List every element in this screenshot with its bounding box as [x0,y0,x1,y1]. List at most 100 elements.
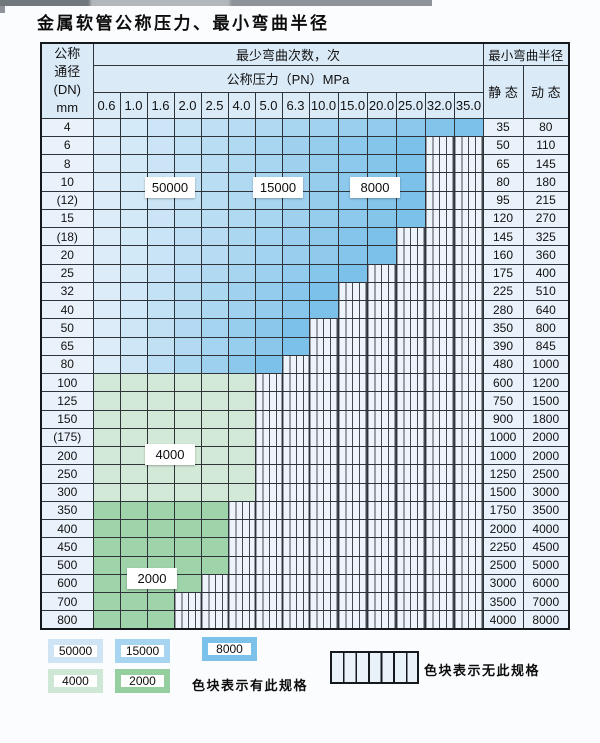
pressure-cell [366,245,397,265]
dn-header-line: 通径 [54,63,81,79]
dynamic-value-cell: 270 [522,208,570,229]
pressure-cell [366,409,397,429]
dynamic-value-cell: 215 [522,190,570,210]
pressure-col-header: 2.5 [200,91,229,119]
dynamic-value-cell: 800 [522,318,570,338]
pressure-cell [119,245,148,265]
pressure-cell [227,610,256,630]
pressure-cell [173,555,202,575]
pressure-cell [453,172,484,192]
pressure-cell [119,190,148,210]
pressure-cell [395,464,426,484]
pressure-cell [366,372,397,393]
pressure-col-header: 15.0 [337,91,368,119]
pressure-cell [92,153,121,174]
pressure-cell [200,409,229,429]
pressure-cell [308,117,339,137]
pressure-cell [308,226,339,247]
dynamic-value-cell: 4000 [522,518,570,539]
pressure-cell [200,226,229,247]
table-row: 800 4000 8000 [40,610,570,630]
static-value-cell: 350 [482,318,524,338]
pressure-cell [119,591,148,612]
dynamic-value-cell: 2000 [522,427,570,448]
cycles-overlay-label: 8000 [350,177,400,198]
dn-cell: (12) [40,190,94,210]
legend-swatch-4000: 4000 [48,669,103,693]
pressure-cell [173,391,202,411]
pressure-cell [424,318,455,338]
pressure-cell [366,555,397,575]
pressure-cell [453,591,484,612]
pressure-cell [227,518,256,539]
pressure-cell [173,482,202,502]
scan-edge-bar [0,0,432,6]
cycles-header-cell: 最少弯曲次数，次 [92,42,484,66]
pressure-cell [424,445,455,466]
dn-cell: 8 [40,153,94,174]
pressure-cell [254,555,283,575]
pressure-cell [227,445,256,466]
pressure-cell [92,409,121,429]
table-row: 8 65 145 [40,153,570,174]
pressure-cell [146,354,175,375]
pressure-col-header: 4.0 [227,91,256,119]
pressure-cell [395,610,426,630]
pressure-cell [119,464,148,484]
dynamic-value-cell: 8000 [522,610,570,630]
pressure-cell [92,172,121,192]
pressure-cell [173,591,202,612]
pressure-cell [424,555,455,575]
pressure-cell [119,281,148,302]
pressure-cell [424,427,455,448]
static-value-cell: 95 [482,190,524,210]
pressure-cell [200,427,229,448]
pressure-cell [395,263,426,283]
dn-cell: 4 [40,117,94,137]
pressure-cell [92,117,121,137]
pressure-cell [281,263,310,283]
pressure-cell [337,573,368,594]
pressure-cell [173,409,202,429]
pressure-cell [92,208,121,229]
pressure-cell [453,391,484,411]
pressure-cell [200,573,229,594]
pressure-cell [395,427,426,448]
pressure-cell [227,172,256,192]
pressure-cell [254,391,283,411]
dn-cell: 600 [40,573,94,594]
dn-cell: 6 [40,135,94,156]
table-row: 500 2500 5000 [40,555,570,575]
dn-cell: 450 [40,537,94,557]
pressure-cell [424,518,455,539]
pressure-cell [366,391,397,411]
static-value-cell: 1000 [482,445,524,466]
dynamic-value-cell: 400 [522,263,570,283]
pressure-cell [227,427,256,448]
pressure-cell [424,336,455,356]
pressure-cell [308,299,339,320]
pressure-cell [395,354,426,375]
dn-cell: 250 [40,464,94,484]
radius-header-cell: 最小弯曲半径 [482,42,570,66]
cycles-overlay-label: 50000 [145,177,195,198]
pressure-cell [119,135,148,156]
pressure-cell [308,555,339,575]
dynamic-value-cell: 7000 [522,591,570,612]
pressure-cell [395,135,426,156]
pressure-cell [337,610,368,630]
pressure-cell [146,245,175,265]
pressure-cell [173,135,202,156]
dn-header-cell: 公称 通径 (DN) mm [40,42,94,119]
pressure-cell [395,226,426,247]
static-value-cell: 35 [482,117,524,137]
pressure-cell [308,445,339,466]
pressure-cell [173,427,202,448]
pressure-col-header: 0.6 [92,91,121,119]
pressure-cell [92,245,121,265]
pressure-cell [146,281,175,302]
pressure-cell [200,153,229,174]
pressure-cell [119,372,148,393]
pressure-cell [254,245,283,265]
dn-cell: 20 [40,245,94,265]
